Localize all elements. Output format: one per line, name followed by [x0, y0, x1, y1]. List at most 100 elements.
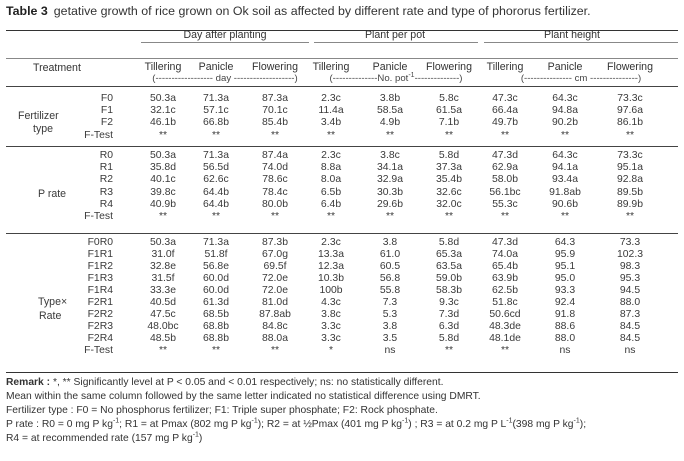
table-cell: ** [444, 211, 454, 222]
table-cell: 5.8d [438, 150, 460, 161]
table-cell: 67.0g [261, 249, 288, 260]
row-code: F-Test [84, 129, 113, 141]
table-cell: 6.5b [320, 186, 342, 198]
table-cell: 5.3 [382, 309, 398, 320]
row-code: F0 [100, 93, 113, 104]
table-cell: 50.3a [149, 150, 176, 161]
table-cell: 3.3c [321, 321, 341, 332]
table-cell: ** [560, 129, 570, 141]
rule-line [6, 30, 678, 31]
table-cell: 32.1c [150, 105, 176, 117]
column-header: Panicle [198, 61, 234, 73]
table-cell: 3.4b [320, 117, 342, 129]
rule-line [484, 42, 678, 43]
table-cell: 47.3c [492, 93, 518, 104]
row-code: F1R4 [87, 285, 113, 296]
table-cell: 56.1bc [489, 186, 521, 198]
table-cell: 90.2b [551, 117, 578, 129]
table-cell: 50.3a [149, 93, 176, 104]
table-cell: 7.3 [382, 297, 398, 308]
table-cell: 48.3de [489, 321, 521, 332]
table-cell: 8.8a [320, 162, 342, 174]
table-cell: 92.8a [616, 174, 643, 186]
table-cell: 81.0d [261, 297, 288, 308]
rule-line [6, 57, 678, 59]
table-cell: 7.1b [438, 117, 460, 129]
table-cell: 5.8d [438, 333, 460, 344]
table-cell: 32.8e [149, 261, 176, 272]
column-header: Panicle [372, 61, 408, 73]
table-cell: 29.6b [376, 198, 403, 210]
table-cell: 78.4c [262, 186, 288, 198]
table-cell: ** [385, 211, 395, 222]
table-cell: 3.8c [321, 309, 341, 320]
table-cell: ** [211, 345, 221, 356]
table-cell: 2.3c [321, 150, 341, 161]
row-code: F0R0 [87, 237, 113, 248]
table-cell: ** [270, 211, 280, 222]
table-cell: 64.3c [552, 150, 578, 161]
table-cell: 86.1b [616, 117, 643, 129]
table-cell: 3.5 [382, 333, 398, 344]
table-cell: 7.3d [438, 309, 460, 320]
table-cell: ** [158, 345, 168, 356]
table-cell: 51.8c [492, 297, 518, 308]
rule-line [141, 42, 309, 43]
remark-line-4: P rate : R0 = 0 mg P kg-1; R1 = at Pmax … [6, 417, 587, 430]
table-cell: 63.9b [491, 273, 518, 284]
table-cell: 61.0 [379, 249, 401, 260]
table-cell: 95.9 [554, 249, 576, 260]
table-cell: 68.8b [202, 333, 229, 344]
row-code: F1R3 [87, 273, 113, 284]
table-cell: 95.1a [616, 162, 643, 174]
table-cell: 3.8c [380, 150, 400, 161]
table-cell: 58.0b [491, 174, 518, 186]
table-cell: 40.5d [149, 297, 176, 308]
table-cell: 65.4b [491, 261, 518, 272]
table-cell: 93.4a [551, 174, 578, 186]
table-cell: 35.8d [149, 162, 176, 174]
table-caption: Table 3 getative growth of rice grown on … [6, 4, 591, 18]
table-cell: 102.3 [616, 249, 643, 260]
row-code: R4 [99, 198, 113, 210]
table-cell: 48.0bc [147, 321, 179, 332]
table-cell: ** [500, 129, 510, 141]
column-header: Tillering [312, 61, 350, 73]
table-cell: 89.9b [616, 198, 643, 210]
table-cell: ** [270, 129, 280, 141]
table-cell: 11.4a [318, 105, 344, 117]
table-cell: ** [326, 129, 336, 141]
table-cell: 33.3e [149, 285, 176, 296]
table-cell: 62.9a [491, 162, 518, 174]
table-cell: 47.5c [150, 309, 176, 320]
rule-line [6, 232, 678, 234]
table-cell: 13.3a [317, 249, 344, 260]
table-cell: ns [384, 345, 396, 356]
section-label: Fertilizer [18, 110, 59, 122]
table-cell: ** [444, 345, 454, 356]
table-cell: 98.3 [619, 261, 641, 272]
table-cell: 94.1a [551, 162, 578, 174]
table-cell: 34.1a [376, 162, 403, 174]
table-cell: 12.3a [317, 261, 344, 272]
table-cell: 4.9b [379, 117, 401, 129]
table-cell: 88.0 [619, 297, 641, 308]
table-cell: ** [500, 211, 510, 222]
remark-label: Remark : [6, 377, 51, 388]
table-cell: ** [211, 211, 221, 222]
table-cell: 63.5a [435, 261, 462, 272]
table-cell: 60.0d [202, 273, 229, 284]
table-cell: 87.3 [619, 309, 641, 320]
table-cell: ** [625, 129, 635, 141]
table-cell: 2.3c [321, 93, 341, 104]
table-cell: 48.1de [489, 333, 521, 344]
table-cell: 84.8c [262, 321, 288, 332]
table-cell: 32.6c [436, 186, 462, 198]
table-cell: 87.4a [261, 150, 288, 161]
table-cell: 31.5f [151, 273, 175, 284]
table-cell: 3.8 [382, 237, 398, 248]
table-cell: 62.6c [203, 174, 229, 186]
table-cell: 70.1c [262, 105, 288, 117]
table-cell: 55.8 [379, 285, 401, 296]
row-code: F2R2 [87, 309, 113, 320]
